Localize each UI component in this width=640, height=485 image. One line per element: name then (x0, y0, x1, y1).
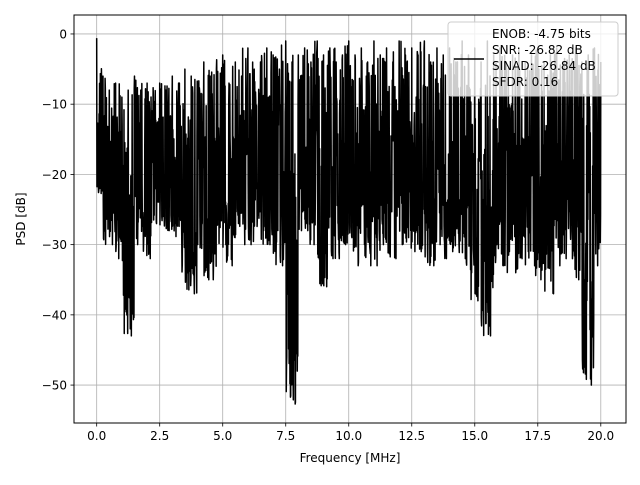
x-tick-label: 10.0 (335, 429, 362, 443)
y-tick-label: −30 (42, 238, 67, 252)
x-axis-label: Frequency [MHz] (300, 451, 401, 465)
legend: ENOB: -4.75 bits SNR: -26.82 dB SINAD: -26… (447, 21, 619, 97)
x-tick-label: 7.5 (276, 429, 295, 443)
legend-box (447, 21, 619, 97)
series-layer (95, 38, 602, 405)
legend-line: ENOB: -4.75 bits (492, 27, 591, 41)
legend-label: ENOB: -4.75 bits SNR: -26.82 dB SINAD: -26… (492, 27, 596, 89)
x-tick-label: 15.0 (461, 429, 488, 443)
y-tick-label: −10 (42, 98, 67, 112)
y-tick-label: 0 (59, 27, 67, 41)
x-tick-label: 12.5 (398, 429, 425, 443)
y-tick-label: −40 (42, 308, 67, 322)
x-tick-label: 0.0 (87, 429, 106, 443)
y-axis-label: PSD [dB] (14, 192, 28, 245)
x-tick-label: 20.0 (587, 429, 614, 443)
x-tick-label: 2.5 (150, 429, 169, 443)
y-axis-ticks: 0 −10 −20 −30 −40 −50 (42, 27, 74, 393)
plot-frame (73, 14, 627, 424)
psd-series-line (95, 38, 602, 405)
legend-line: SINAD: -26.84 dB (492, 59, 596, 73)
legend-line: SNR: -26.82 dB (492, 43, 583, 57)
y-tick-label: −50 (42, 379, 67, 393)
x-tick-label: 5.0 (213, 429, 232, 443)
y-tick-label: −20 (42, 168, 67, 182)
x-axis-ticks: 0.0 2.5 5.0 7.5 10.0 12.5 15.0 17.5 20.0 (87, 423, 614, 443)
x-tick-label: 17.5 (524, 429, 551, 443)
legend-line: SFDR: 0.16 (492, 75, 558, 89)
